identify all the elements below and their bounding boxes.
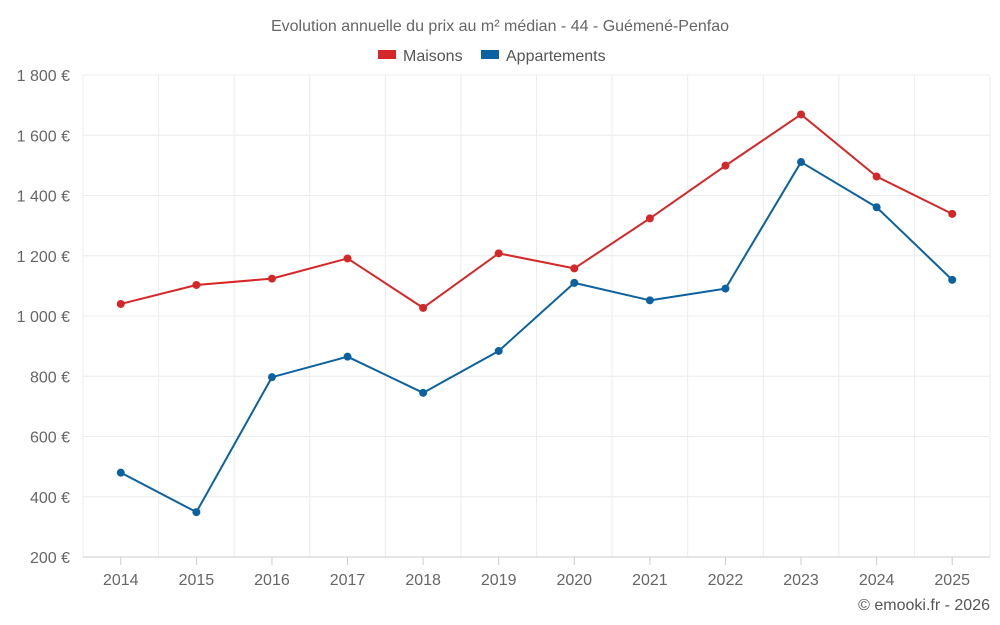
y-tick-label: 1 600 € (17, 128, 70, 145)
x-tick-label: 2022 (708, 572, 744, 589)
x-tick-label: 2019 (481, 572, 517, 589)
data-point-maisons[interactable] (419, 303, 428, 312)
data-point-appartements[interactable] (343, 352, 352, 361)
y-tick-label: 1 000 € (17, 309, 70, 326)
legend: Maisons Appartements (378, 48, 606, 65)
y-tick-label: 400 € (30, 490, 70, 507)
x-tick-label: 2016 (254, 572, 290, 589)
data-point-maisons[interactable] (645, 214, 654, 223)
data-point-maisons[interactable] (343, 254, 352, 263)
data-point-appartements[interactable] (797, 158, 806, 167)
data-point-appartements[interactable] (721, 284, 730, 293)
data-point-maisons[interactable] (116, 299, 125, 308)
data-point-appartements[interactable] (267, 373, 276, 382)
legend-swatch-maisons (378, 50, 396, 59)
credit-text: © emooki.fr - 2026 (858, 597, 990, 614)
data-point-appartements[interactable] (419, 388, 428, 397)
y-tick-label: 1 200 € (17, 249, 70, 266)
y-tick-label: 800 € (30, 369, 70, 386)
x-tick-label: 2024 (859, 572, 895, 589)
y-axis: 200 € 400 € 600 € 800 € 1 000 € 1 200 € 1 400 … (17, 68, 70, 567)
data-point-maisons[interactable] (267, 274, 276, 283)
data-point-appartements[interactable] (116, 468, 125, 477)
y-tick-label: 1 400 € (17, 189, 70, 206)
x-tick-label: 2015 (179, 572, 215, 589)
data-point-appartements[interactable] (570, 278, 579, 287)
y-tick-label: 600 € (30, 430, 70, 447)
y-tick-label: 200 € (30, 550, 70, 567)
legend-swatch-appartements (481, 50, 499, 59)
legend-item-appartements[interactable]: Appartements (481, 48, 606, 65)
chart-title: Evolution annuelle du prix au m² médian … (271, 18, 729, 35)
data-point-appartements[interactable] (948, 275, 957, 284)
data-point-appartements[interactable] (192, 508, 201, 517)
legend-label-appartements: Appartements (506, 48, 606, 65)
x-tick-label: 2017 (330, 572, 366, 589)
grid (82, 74, 991, 558)
data-point-appartements[interactable] (872, 203, 881, 212)
data-point-maisons[interactable] (721, 161, 730, 170)
x-axis: 2014 2015 2016 2017 2018 2019 2020 2021 2022 2023… (83, 556, 990, 589)
x-tick-label: 2025 (934, 572, 970, 589)
data-point-maisons[interactable] (872, 172, 881, 181)
data-point-appartements[interactable] (645, 296, 654, 305)
x-tick-label: 2018 (405, 572, 441, 589)
y-tick-label: 1 800 € (17, 68, 70, 85)
data-point-maisons[interactable] (192, 280, 201, 289)
series-line-maisons (120, 113, 953, 309)
data-point-maisons[interactable] (948, 209, 957, 218)
legend-item-maisons[interactable]: Maisons (378, 48, 463, 65)
data-point-appartements[interactable] (494, 346, 503, 355)
legend-label-maisons: Maisons (403, 48, 463, 65)
series-line-appartements (120, 161, 953, 514)
x-tick-label: 2021 (632, 572, 668, 589)
data-point-maisons[interactable] (797, 110, 806, 119)
data-point-maisons[interactable] (494, 249, 503, 258)
x-tick-label: 2014 (103, 572, 139, 589)
series-group (116, 110, 957, 517)
x-tick-label: 2023 (783, 572, 819, 589)
data-point-maisons[interactable] (570, 264, 579, 273)
x-tick-label: 2020 (556, 572, 592, 589)
